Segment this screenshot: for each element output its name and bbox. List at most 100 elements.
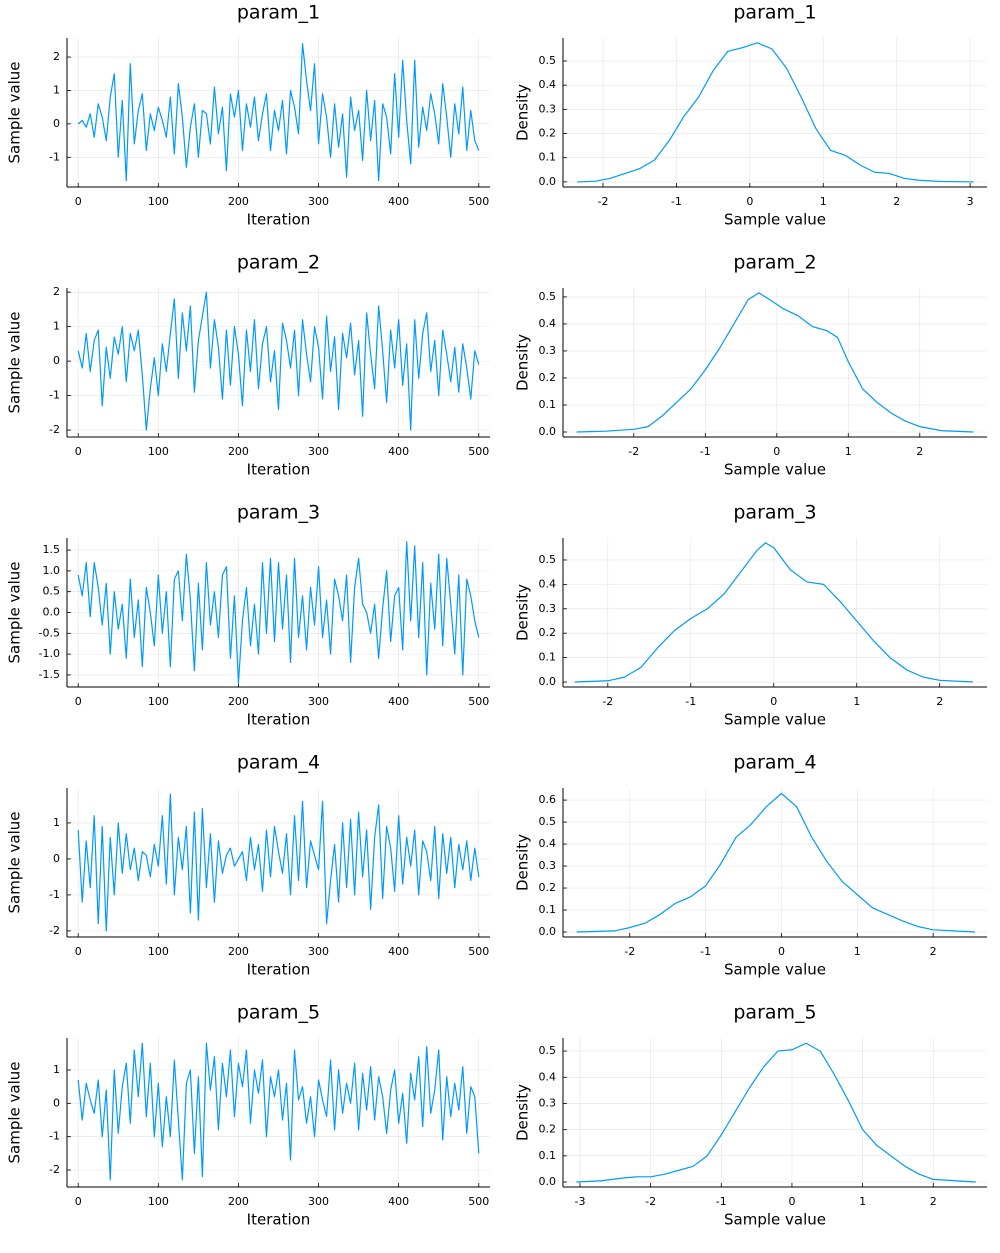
x-tick-label: 500 [468, 945, 489, 958]
x-tick-label: -1 [700, 445, 711, 458]
y-tick-label: 0.5 [539, 1044, 557, 1057]
y-tick-label: 0.3 [539, 602, 557, 615]
x-tick-label: -1 [671, 195, 682, 208]
y-axis-label: Sample value [6, 1062, 24, 1164]
y-tick-label: 0.2 [539, 626, 557, 639]
x-tick-label: 300 [308, 1195, 329, 1208]
y-axis-label: Density [514, 834, 532, 891]
y-tick-label: 1.5 [43, 543, 61, 556]
x-tick-label: 0 [773, 445, 780, 458]
series-line [577, 42, 974, 183]
y-axis-label: Sample value [6, 62, 24, 164]
y-tick-label: 0.5 [539, 553, 557, 566]
x-tick-label: 1 [859, 1195, 866, 1208]
subplot-title: param_5 [733, 1002, 816, 1024]
y-axis-label: Density [514, 334, 532, 391]
x-tick-label: 400 [388, 1195, 409, 1208]
series-line [574, 542, 973, 683]
x-tick-label: 1 [845, 445, 852, 458]
y-tick-label: 1 [53, 1063, 60, 1076]
x-tick-label: 400 [388, 445, 409, 458]
x-axis-label: Iteration [247, 1211, 311, 1229]
x-tick-label: 400 [388, 945, 409, 958]
x-tick-label: 500 [468, 445, 489, 458]
x-tick-label: 100 [148, 1195, 169, 1208]
y-tick-label: 0.0 [539, 675, 557, 688]
y-tick-label: 0.4 [539, 78, 557, 91]
y-tick-label: 0.2 [539, 1123, 557, 1136]
x-tick-label: 400 [388, 195, 409, 208]
x-axis-label: Iteration [247, 211, 311, 229]
x-tick-label: -2 [602, 695, 613, 708]
y-axis-label: Density [514, 584, 532, 641]
y-tick-label: 0.2 [539, 881, 557, 894]
x-tick-label: 500 [468, 695, 489, 708]
y-tick-label: 1 [53, 320, 60, 333]
x-tick-label: -2 [645, 1195, 656, 1208]
x-tick-label: -1 [685, 695, 696, 708]
y-tick-label: -2 [49, 1163, 60, 1176]
y-tick-label: 0.5 [539, 290, 557, 303]
y-tick-label: 0 [53, 117, 60, 130]
subplot: param_3 Iteration Sample value 0 100 200 300 40… [6, 502, 490, 729]
y-tick-label: 0.1 [539, 151, 557, 164]
x-tick-label: 200 [228, 445, 249, 458]
y-tick-label: -2 [49, 924, 60, 937]
y-tick-label: 0 [53, 354, 60, 367]
x-tick-label: -2 [628, 445, 639, 458]
series-line [77, 43, 480, 182]
subplot-title: param_3 [733, 502, 816, 524]
y-tick-label: 0.4 [539, 317, 557, 330]
series-line [77, 541, 480, 684]
x-tick-label: 2 [930, 945, 937, 958]
y-tick-label: -1 [49, 150, 60, 163]
subplot-title: param_5 [237, 1002, 320, 1024]
x-tick-label: 1 [820, 195, 827, 208]
x-tick-label: -3 [574, 1195, 585, 1208]
y-tick-label: 0.2 [539, 127, 557, 140]
y-tick-label: 0.4 [539, 1070, 557, 1083]
x-tick-label: 200 [228, 195, 249, 208]
subplot-title: param_1 [733, 2, 816, 24]
y-tick-label: 0.0 [539, 925, 557, 938]
x-tick-label: 300 [308, 695, 329, 708]
x-axis-label: Iteration [247, 711, 311, 729]
y-axis-label: Density [514, 1084, 532, 1141]
series-line [77, 1042, 480, 1181]
subplot: param_5 Sample value Density -3 -2 -1 0 1 2 0.0 0.… [514, 1002, 987, 1229]
x-tick-label: 0 [788, 1195, 795, 1208]
x-tick-label: 200 [228, 695, 249, 708]
x-tick-label: 0 [770, 695, 777, 708]
subplot-title: param_2 [733, 252, 816, 274]
y-axis-label: Sample value [6, 812, 24, 914]
y-tick-label: 0.0 [43, 606, 61, 619]
x-axis-label: Sample value [724, 461, 826, 479]
subplot: param_1 Sample value Density -2 -1 0 1 2 3 0.0 0.1… [514, 2, 987, 229]
x-axis-label: Sample value [724, 1211, 826, 1229]
x-tick-label: -1 [716, 1195, 727, 1208]
x-tick-label: 0 [746, 195, 753, 208]
y-tick-label: 2 [53, 50, 60, 63]
y-tick-label: 0.1 [539, 903, 557, 916]
y-tick-label: -2 [49, 423, 60, 436]
y-axis-label: Sample value [6, 562, 24, 664]
subplot-title: param_2 [237, 252, 320, 274]
y-tick-label: 0.1 [539, 1149, 557, 1162]
x-axis-label: Sample value [724, 711, 826, 729]
x-tick-label: 2 [893, 195, 900, 208]
subplot: param_4 Sample value Density -2 -1 0 1 2 0.0 0.1 0… [514, 752, 987, 979]
y-tick-label: 0.5 [539, 815, 557, 828]
x-tick-label: -2 [598, 195, 609, 208]
y-tick-label: 2 [53, 285, 60, 298]
x-tick-label: 200 [228, 945, 249, 958]
y-tick-label: 0.0 [539, 425, 557, 438]
y-tick-label: 0 [53, 1096, 60, 1109]
y-tick-label: 0.1 [539, 398, 557, 411]
x-axis-label: Iteration [247, 461, 311, 479]
x-tick-label: -2 [624, 945, 635, 958]
x-tick-label: 0 [75, 695, 82, 708]
x-axis-label: Iteration [247, 961, 311, 979]
x-tick-label: 2 [930, 1195, 937, 1208]
